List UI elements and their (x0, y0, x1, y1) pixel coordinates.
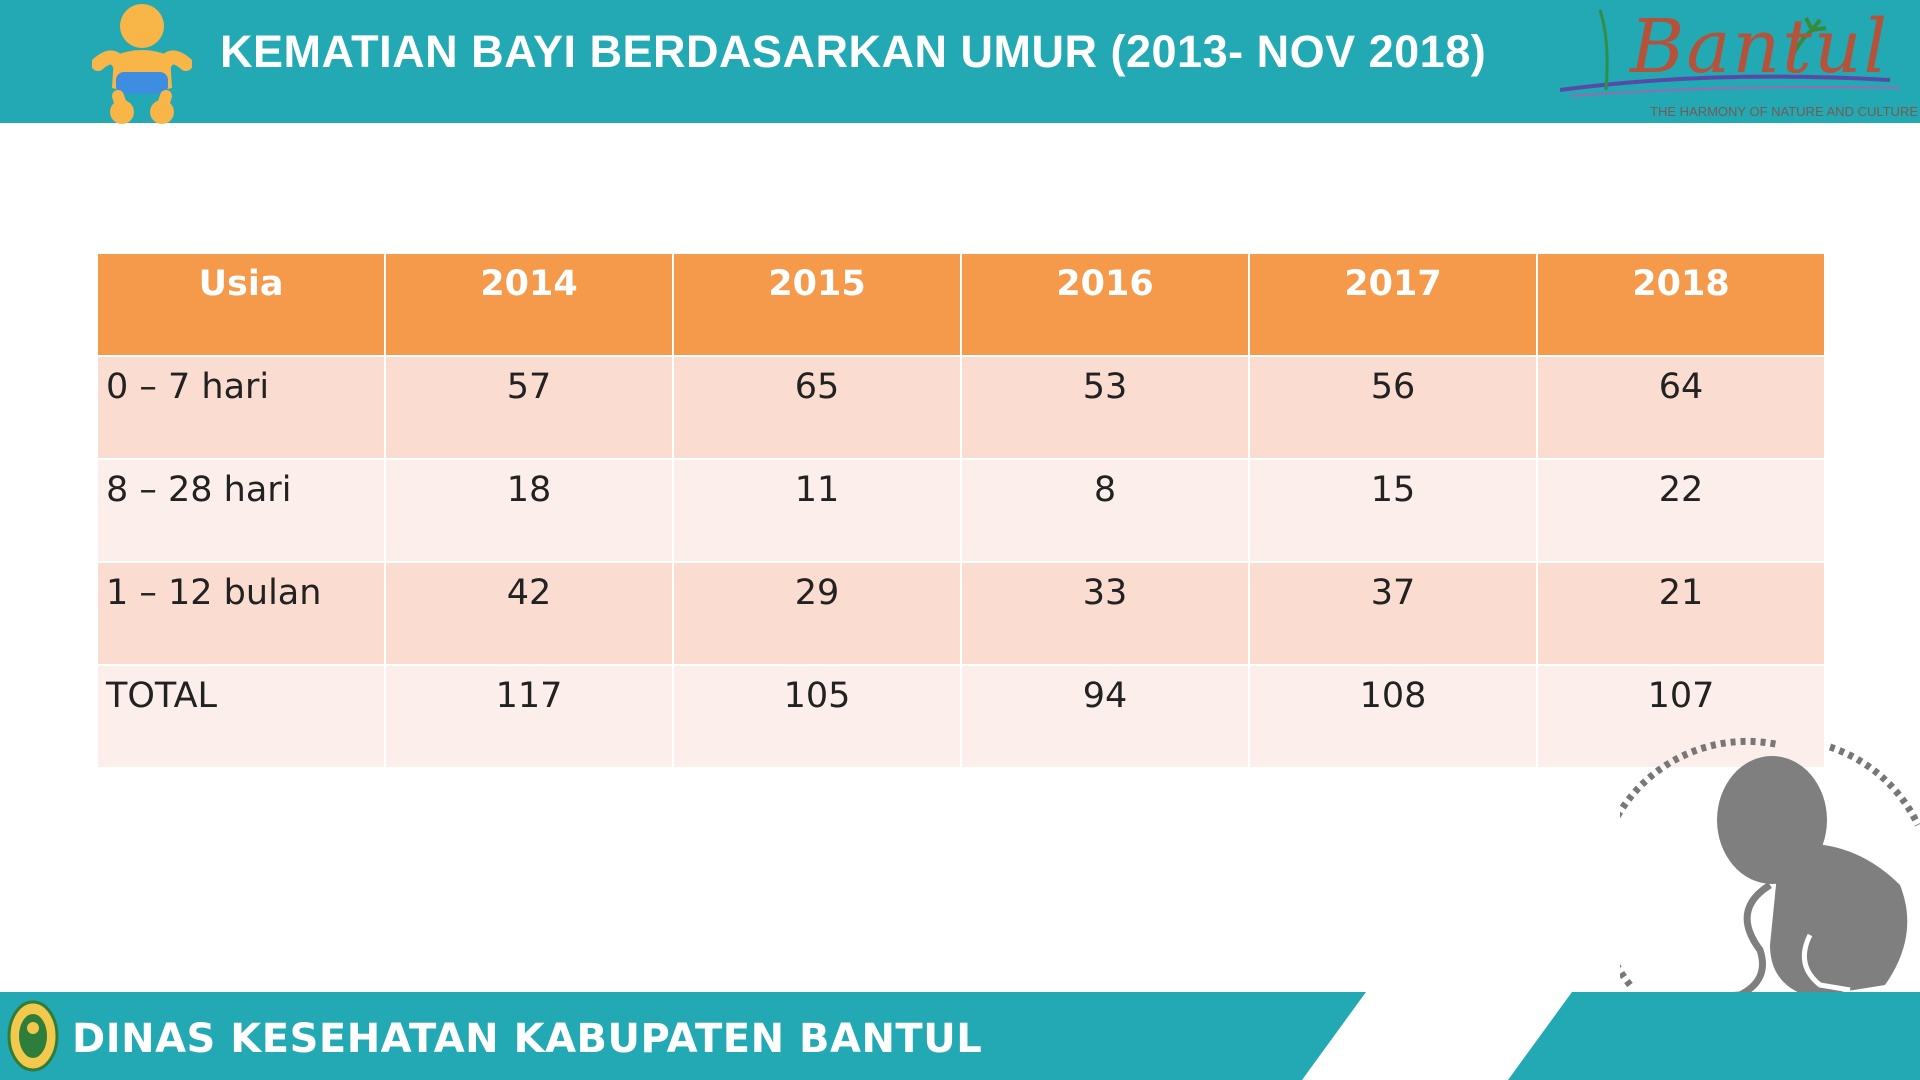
column-header: 2016 (960, 252, 1250, 357)
table-cell: 42 (384, 561, 674, 666)
row-label: 8 – 28 hari (96, 458, 386, 563)
table-cell: 65 (672, 355, 962, 460)
page-title: KEMATIAN BAYI BERDASARKAN UMUR (2013- NO… (220, 26, 1487, 77)
header-bar: KEMATIAN BAYI BERDASARKAN UMUR (2013- NO… (0, 0, 1920, 124)
column-header: 2018 (1536, 252, 1826, 357)
column-header: Usia (96, 252, 386, 357)
table-cell: 33 (960, 561, 1250, 666)
table-cell: 105 (672, 664, 962, 769)
table-cell: 64 (1536, 355, 1826, 460)
table-cell: 57 (384, 355, 674, 460)
row-label: 0 – 7 hari (96, 355, 386, 460)
table-cell: 108 (1248, 664, 1538, 769)
table-cell: 15 (1248, 458, 1538, 563)
table-row: 1 – 12 bulan 42 29 33 37 21 (96, 561, 1826, 666)
table-cell: 94 (960, 664, 1250, 769)
logo-swoosh (1559, 9, 1901, 97)
table-row: 8 – 28 hari 18 11 8 15 22 (96, 458, 1826, 563)
fetus-icon (1620, 737, 1920, 1001)
table-cell: 107 (1536, 664, 1826, 769)
table-header-row: Usia 2014 2015 2016 2017 2018 (96, 252, 1826, 357)
table-cell: 11 (672, 458, 962, 563)
row-label: TOTAL (96, 664, 386, 769)
row-label: 1 – 12 bulan (96, 561, 386, 666)
table-row: 0 – 7 hari 57 65 53 56 64 (96, 355, 1826, 460)
footer-title: DINAS KESEHATAN KABUPATEN BANTUL (72, 1016, 983, 1062)
table-cell: 29 (672, 561, 962, 666)
bantul-logo: Bantul THE HARMONY OF NATURE AND CULTURE (1550, 0, 1920, 123)
column-header: 2014 (384, 252, 674, 357)
column-header: 2017 (1248, 252, 1538, 357)
table-cell: 21 (1536, 561, 1826, 666)
footer-bar (0, 992, 1920, 1080)
table-cell: 8 (960, 458, 1250, 563)
logo-script: Bantul (1630, 4, 1890, 90)
logo-tagline: THE HARMONY OF NATURE AND CULTURE (1650, 104, 1918, 119)
table-cell: 37 (1248, 561, 1538, 666)
emblem-icon (7, 1000, 59, 1072)
table-cell: 56 (1248, 355, 1538, 460)
column-header: 2015 (672, 252, 962, 357)
baby-icon (92, 4, 192, 124)
table-cell: 22 (1536, 458, 1826, 563)
table-row-total: TOTAL 117 105 94 108 107 (96, 664, 1826, 769)
table-cell: 117 (384, 664, 674, 769)
infant-death-table: Usia 2014 2015 2016 2017 2018 0 – 7 hari… (96, 252, 1826, 769)
table-cell: 18 (384, 458, 674, 563)
table-cell: 53 (960, 355, 1250, 460)
